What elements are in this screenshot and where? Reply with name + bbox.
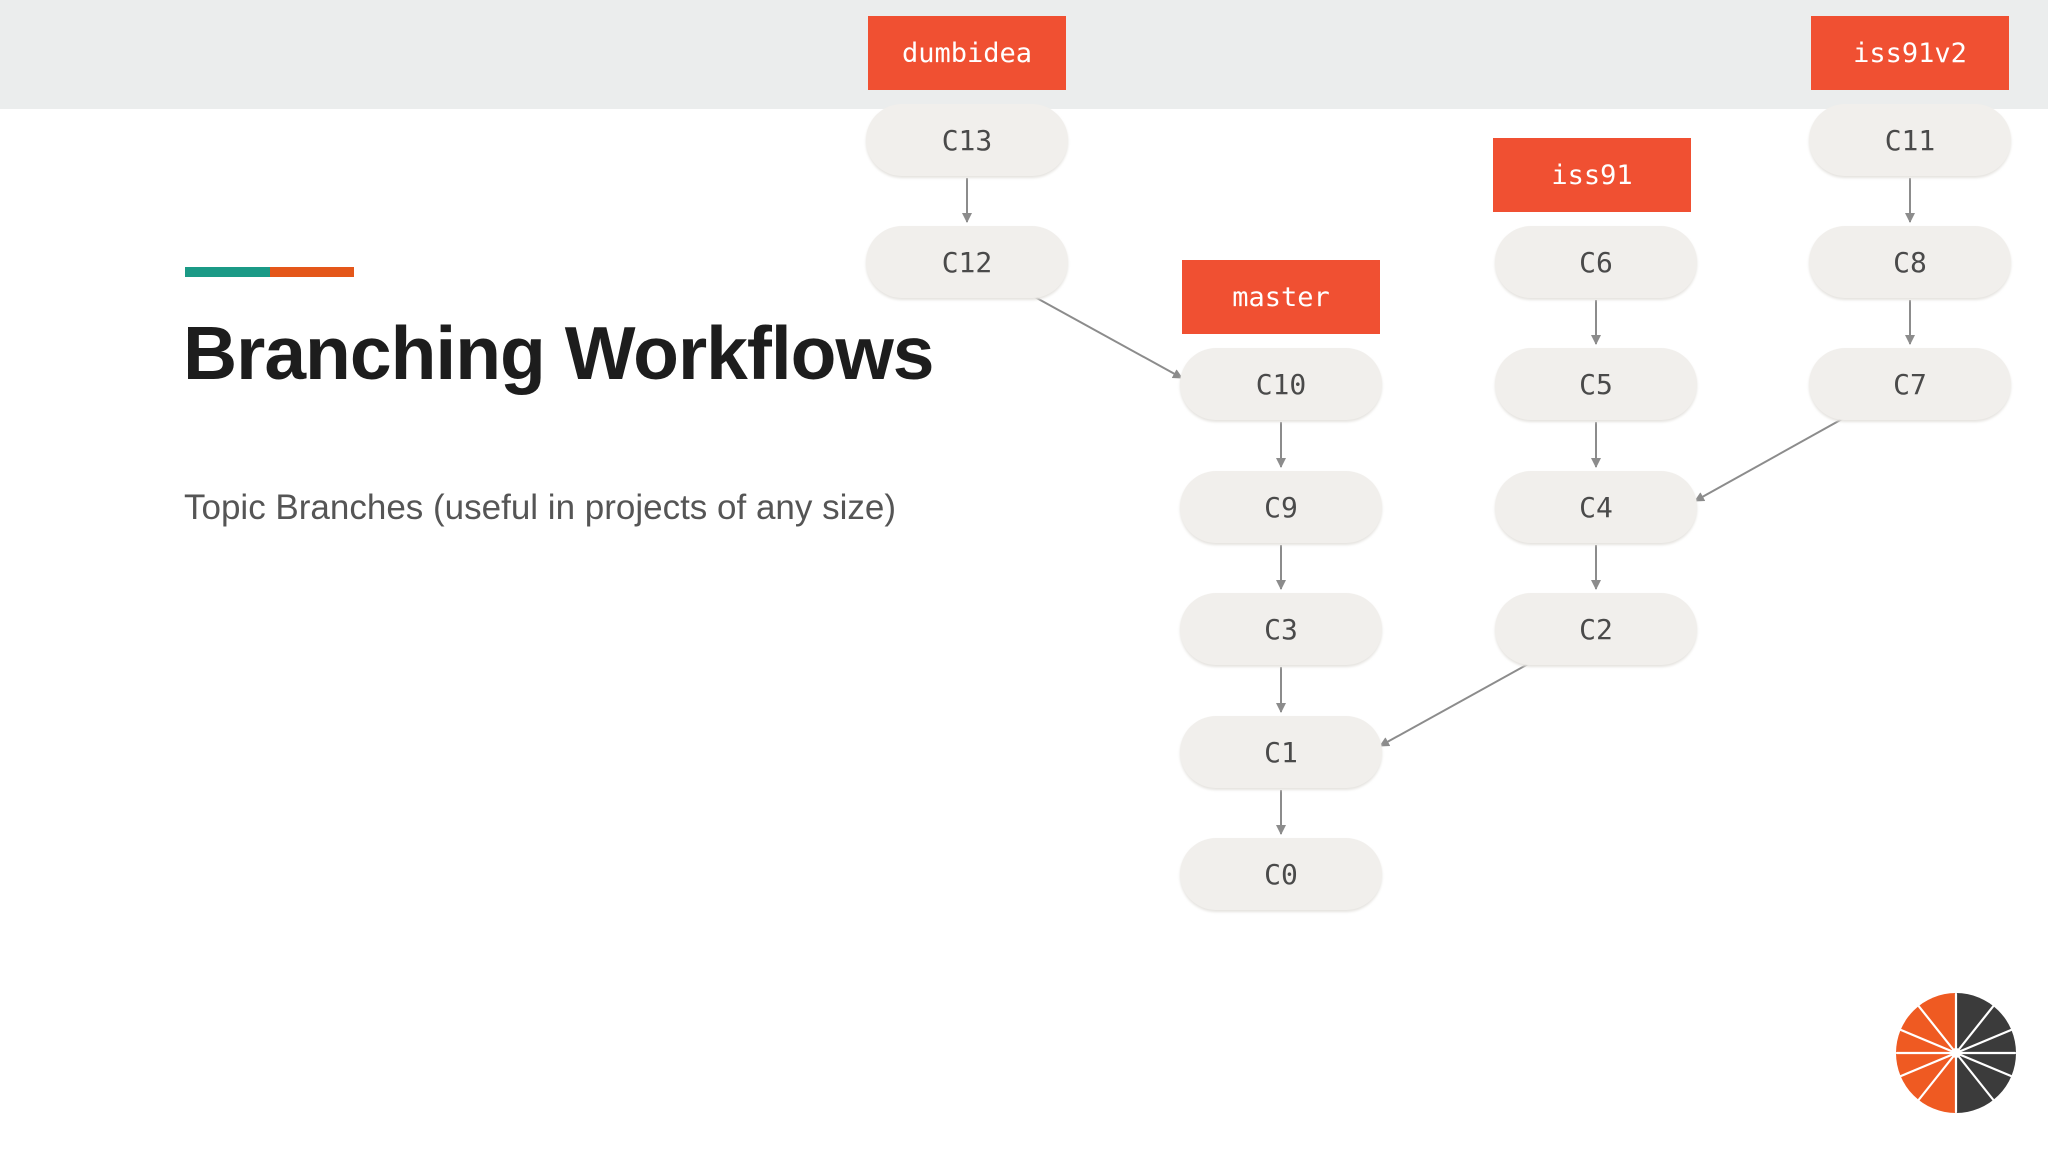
branch-label-box — [868, 16, 1066, 90]
branch-label-dumbidea: dumbidea — [868, 16, 1066, 90]
accent-bar-orange — [270, 267, 354, 277]
branch-name: iss91 — [1551, 160, 1632, 191]
commit-label: C11 — [1885, 124, 1936, 157]
commit-label: C0 — [1264, 858, 1298, 891]
edge-C7-C4 — [1694, 417, 1845, 502]
slide-title: Branching Workflows — [183, 311, 935, 395]
commit-pill — [1809, 104, 2011, 176]
commit-label: C4 — [1579, 491, 1613, 524]
commit-node: C3 — [1180, 593, 1382, 667]
commit-label: C5 — [1579, 368, 1613, 401]
edge-C2-C1 — [1379, 662, 1531, 747]
commit-node: C8 — [1809, 226, 2011, 300]
branch-name: dumbidea — [902, 38, 1032, 69]
commit-label: C3 — [1264, 613, 1298, 646]
commit-pill — [1809, 348, 2011, 420]
commit-label: C1 — [1264, 736, 1298, 769]
commit-node: C12 — [866, 226, 1068, 300]
commit-pill — [1180, 593, 1382, 665]
commit-label: C10 — [1256, 368, 1307, 401]
branch-label-iss91v2: iss91v2 — [1811, 16, 2009, 90]
commit-node: C10 — [1180, 348, 1382, 422]
commit-label: C8 — [1893, 246, 1927, 279]
branch-label-box — [1493, 138, 1691, 212]
commit-label: C9 — [1264, 491, 1298, 524]
commit-node: C7 — [1809, 348, 2011, 422]
commit-node: C6 — [1495, 226, 1697, 300]
commit-pill — [1180, 471, 1382, 543]
commit-node: C0 — [1180, 838, 1382, 912]
branch-label-iss91: iss91 — [1493, 138, 1691, 212]
branch-name: iss91v2 — [1853, 38, 1967, 69]
commit-pill — [1495, 471, 1697, 543]
commit-pill — [1180, 348, 1382, 420]
commit-label: C7 — [1893, 368, 1927, 401]
commit-pill — [1180, 716, 1382, 788]
accent-bar-teal — [185, 267, 270, 277]
commit-node: C4 — [1495, 471, 1697, 545]
branch-label-master: master — [1182, 260, 1380, 334]
commit-node: C9 — [1180, 471, 1382, 545]
orange-gray-spark-logo — [1895, 992, 2017, 1114]
commit-pill — [866, 104, 1068, 176]
commit-node: C11 — [1809, 104, 2011, 178]
commit-label: C6 — [1579, 246, 1613, 279]
commit-pill — [1495, 593, 1697, 665]
commit-node: C1 — [1180, 716, 1382, 790]
branch-label-box — [1182, 260, 1380, 334]
commit-label: C2 — [1579, 613, 1613, 646]
commit-pill — [1809, 226, 2011, 298]
commit-pill — [1180, 838, 1382, 910]
branch-name: master — [1232, 282, 1330, 313]
commit-label: C12 — [942, 246, 993, 279]
commit-node: C2 — [1495, 593, 1697, 667]
commit-label: C13 — [942, 124, 993, 157]
edge-C12-C10 — [1032, 295, 1183, 379]
slide-subtitle: Topic Branches (useful in projects of an… — [184, 488, 896, 527]
commit-node: C13 — [866, 104, 1068, 178]
branch-label-box — [1811, 16, 2009, 90]
commit-pill — [1495, 348, 1697, 420]
commit-pill — [866, 226, 1068, 298]
commit-node: C5 — [1495, 348, 1697, 422]
commit-pill — [1495, 226, 1697, 298]
